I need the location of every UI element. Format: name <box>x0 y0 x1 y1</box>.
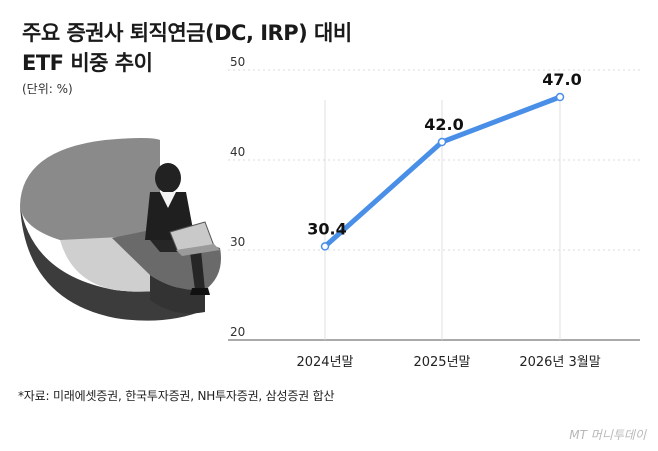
x-axis-ticks: 2024년말 2025년말 2026년 3월말 <box>296 355 600 370</box>
chart-title: 주요 증권사 퇴직연금(DC, IRP) 대비 ETF 비중 추이 <box>22 18 352 78</box>
data-labels: 30.4 42.0 47.0 <box>307 70 581 238</box>
data-point <box>320 242 330 251</box>
source-note: *자료: 미래에셋증권, 한국투자증권, NH투자증권, 삼성증권 합산 <box>18 389 335 403</box>
data-point <box>437 137 447 147</box>
title-line-1: 주요 증권사 퇴직연금(DC, IRP) 대비 <box>22 21 352 45</box>
data-point <box>555 92 565 102</box>
chart-grid <box>228 69 640 341</box>
y-tick-label: 50 <box>230 55 245 69</box>
x-tick-label: 2024년말 <box>296 355 353 370</box>
data-label: 42.0 <box>424 115 463 134</box>
y-tick-label: 20 <box>230 325 245 339</box>
y-axis-ticks: 20 30 40 50 <box>230 55 245 339</box>
x-tick-label: 2026년 3월말 <box>519 355 600 370</box>
watermark-logo: MT 머니투데이 <box>569 428 646 442</box>
title-line-2: ETF 비중 추이 <box>22 51 153 75</box>
y-tick-label: 30 <box>230 235 245 249</box>
x-tick-label: 2025년말 <box>413 355 470 370</box>
series-line <box>320 92 565 251</box>
data-label: 30.4 <box>307 219 346 238</box>
data-label: 47.0 <box>542 70 581 89</box>
pie-illustration <box>20 138 221 321</box>
y-tick-label: 40 <box>230 145 245 159</box>
unit-label: (단위: %) <box>22 82 73 96</box>
